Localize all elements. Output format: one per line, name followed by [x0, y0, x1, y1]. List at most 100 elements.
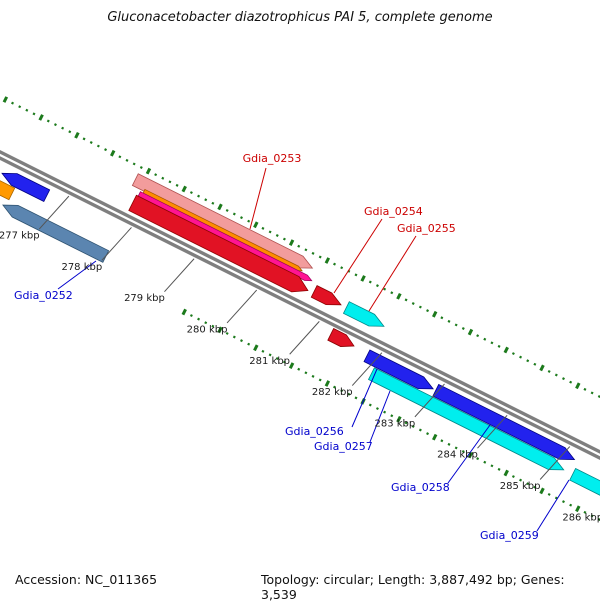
gene-leader-line [249, 167, 267, 230]
scale-label-285-kbp: 285 kbp [500, 481, 541, 492]
ruler-dot [383, 410, 387, 414]
ruler-dot [418, 305, 422, 309]
ruler-dot [240, 339, 243, 343]
ruler-dot [282, 237, 286, 241]
ruler-major-tick [360, 275, 366, 282]
ruler-dot [340, 266, 344, 270]
gene-arrow-Gdia_0259[interactable] [569, 467, 600, 531]
ruler-dot [454, 323, 458, 327]
gene-arrow-unlabeled[interactable] [131, 173, 315, 274]
ruler-major-tick [181, 308, 187, 316]
ruler-dot [519, 478, 523, 482]
ruler-dot [375, 284, 379, 288]
gene-arrow-unlabeled[interactable] [0, 168, 51, 203]
ruler-dot [368, 280, 372, 284]
gene-label-Gdia_0252: Gdia_0252 [14, 289, 73, 302]
gene-label-Gdia_0253: Gdia_0253 [243, 152, 302, 165]
ruler-dot [447, 442, 451, 446]
gene-label-Gdia_0255: Gdia_0255 [397, 222, 456, 235]
ruler-dot [533, 362, 537, 366]
gene-arrow-Gdia_0254[interactable] [310, 285, 344, 311]
ruler-dot [368, 403, 372, 407]
ruler-major-tick [396, 292, 402, 300]
ruler-major-tick [575, 382, 581, 390]
ruler-dot [597, 518, 600, 521]
ruler-dot [526, 482, 530, 486]
ruler-dot [304, 248, 308, 252]
ruler-major-tick [38, 114, 44, 121]
ruler-dot [490, 464, 494, 468]
topology-text: Topology: circular; Length: 3,887,492 bp… [261, 572, 565, 602]
scale-leader-line [101, 227, 132, 261]
ruler-dot [268, 230, 272, 234]
ruler-dot [268, 353, 272, 357]
ruler-dot [333, 262, 336, 266]
ruler-dot [275, 357, 279, 360]
ruler-dot [562, 377, 565, 381]
ruler-dot [440, 316, 444, 320]
ruler-dot [197, 317, 201, 321]
scale-label-282-kbp: 282 kbp [312, 387, 353, 398]
ruler-dot [590, 391, 594, 395]
ruler-dot [383, 287, 387, 291]
ruler-dot [118, 155, 122, 159]
ruler-dot [404, 421, 408, 425]
gene-leader-line [368, 235, 417, 312]
ruler-dot [390, 414, 394, 418]
ruler-dot [426, 432, 430, 436]
ruler-dot [569, 380, 573, 384]
ruler-dot [297, 367, 301, 371]
scale-leader-line [414, 383, 445, 418]
ruler-dot [68, 130, 72, 134]
gene-leader-line [57, 260, 97, 290]
gene-arrow-Gdia_0258[interactable] [432, 383, 577, 465]
gene-arrow-unlabeled[interactable] [142, 188, 304, 273]
ruler-major-tick [432, 310, 438, 318]
gene-arrow-unlabeled[interactable] [327, 327, 357, 352]
gene-label-Gdia_0257: Gdia_0257 [314, 440, 373, 453]
ruler-dot [526, 359, 530, 363]
ruler-dot [454, 446, 458, 450]
ruler-dot [590, 514, 594, 518]
gene-leader-line [536, 479, 570, 532]
scale-label-283-kbp: 283 kbp [375, 418, 416, 429]
ruler-dot [583, 510, 587, 514]
ruler-dot [261, 349, 265, 353]
gene-arrow-Gdia_0252[interactable] [0, 199, 110, 263]
ruler-major-tick [467, 328, 474, 336]
gene-arrow-Gdia_0253[interactable] [128, 194, 312, 298]
gene-arrow-Gdia_0257[interactable] [367, 367, 567, 476]
ruler-dot [197, 194, 201, 198]
gene-arrow-unlabeled[interactable] [0, 149, 16, 201]
page-title: Gluconacetobacter diazotrophicus PAI 5, … [107, 10, 493, 25]
ruler-dot [547, 369, 551, 373]
scale-leader-line [289, 321, 320, 355]
ruler-dot [375, 407, 379, 411]
ruler-dot [225, 331, 229, 335]
ruler-dot [354, 396, 358, 400]
ruler-dot [275, 234, 279, 237]
ruler-dot [240, 216, 243, 220]
ruler-dot [511, 475, 515, 479]
ruler-dot [132, 162, 136, 166]
scale-label-279-kbp: 279 kbp [124, 293, 165, 304]
ruler-dot [411, 301, 415, 305]
ruler-major-tick [253, 221, 259, 229]
ruler-dot [25, 108, 29, 112]
gene-arrow-Gdia_0256[interactable] [363, 349, 436, 395]
ruler-major-tick [324, 257, 331, 264]
ruler-dot [168, 180, 172, 184]
gene-arrow-Gdia_0255[interactable] [342, 301, 386, 332]
ruler-dot [61, 126, 65, 130]
ruler-major-tick [217, 203, 223, 211]
ruler-major-tick [2, 96, 9, 103]
ruler-dot [562, 500, 565, 504]
ruler-dot [497, 467, 501, 471]
ruler-dot [547, 492, 551, 496]
gene-arrows [0, 149, 600, 531]
ruler-major-tick [539, 487, 545, 495]
gene-leader-line [369, 390, 391, 443]
ruler-dot [354, 273, 358, 277]
ruler-dot [390, 291, 394, 295]
